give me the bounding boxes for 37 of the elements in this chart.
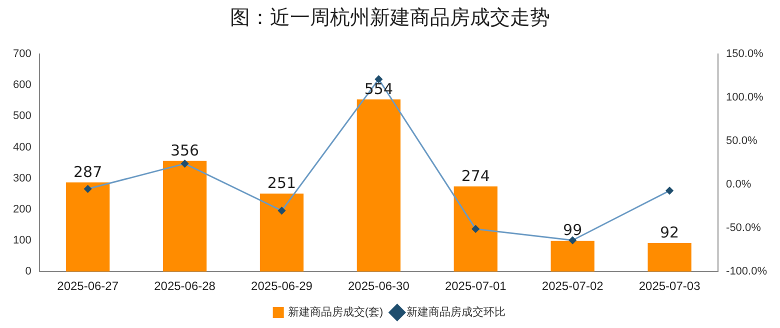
data-label: 356 [170, 141, 200, 160]
y2-tick-label: 150.0% [726, 48, 764, 60]
data-label: 92 [660, 223, 680, 242]
bar [454, 186, 498, 272]
y-tick-label: 500 [12, 110, 32, 122]
legend-label: 新建商品房成交(套) [288, 306, 384, 319]
y2-tick-label: -100.0% [726, 266, 768, 278]
data-label: 274 [461, 166, 490, 185]
y-tick-label: 700 [12, 48, 32, 60]
data-label: 287 [74, 162, 102, 181]
bar [260, 194, 304, 272]
y2-tick-label: 50.0% [726, 135, 758, 148]
legend-label: 新建商品房成交环比 [406, 306, 506, 319]
bar [648, 243, 692, 272]
y-tick-label: 200 [12, 203, 32, 216]
x-tick-label: 2025-06-28 [154, 279, 216, 294]
x-tick-label: 2025-06-29 [251, 279, 313, 294]
bar [162, 160, 207, 272]
y2-tick-label: 100.0% [726, 92, 764, 104]
y2-tick-label: 0.0% [726, 178, 752, 191]
x-tick-label: 2025-07-02 [542, 279, 604, 294]
y-tick-label: 0 [25, 266, 32, 278]
y-tick-label: 400 [12, 141, 32, 154]
x-tick-label: 2025-06-30 [348, 279, 410, 294]
data-label: 251 [267, 174, 296, 192]
bar [356, 99, 401, 272]
x-tick-label: 2025-07-03 [638, 279, 701, 294]
bar [66, 182, 110, 272]
y-tick-label: 300 [12, 172, 32, 184]
y2-tick-label: -50.0% [726, 222, 762, 234]
x-tick-label: 2025-06-27 [57, 279, 119, 294]
y-tick-label: 600 [12, 79, 32, 92]
x-tick-label: 2025-07-01 [444, 279, 507, 294]
bar [550, 240, 594, 272]
chart-title: 图：近一周杭州新建商品房成交走势 [229, 4, 551, 31]
y-tick-label: 100 [12, 234, 32, 247]
data-label: 99 [563, 221, 582, 240]
